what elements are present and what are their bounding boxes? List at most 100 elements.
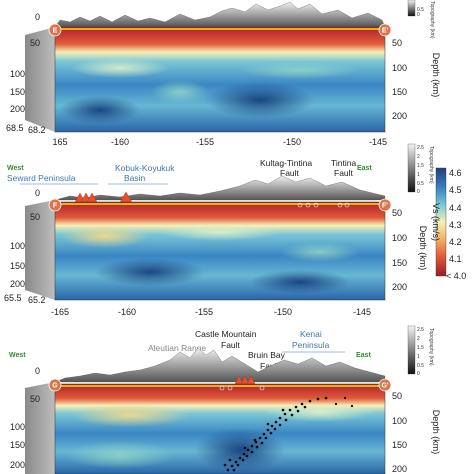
- tintina-fault-label-1: Tintina: [331, 158, 356, 168]
- depth-tick-left: 150: [10, 440, 25, 450]
- vs-tick: 4.3: [449, 220, 462, 230]
- castle-mountain-label-2: Fault: [221, 340, 241, 350]
- topo-tick: 2.5: [417, 145, 424, 151]
- lon-tick: -150: [283, 137, 301, 147]
- lat-tick: 65.5: [4, 293, 22, 303]
- depth-tick-left: 200: [10, 460, 25, 470]
- topo-tick: 0: [417, 12, 420, 18]
- lon-tick: -150: [274, 307, 292, 317]
- tintina-fault-label-2: Fault: [334, 168, 354, 178]
- depth-tick-right: 200: [392, 111, 407, 121]
- station-marker: [259, 385, 265, 391]
- castle-mountain-label-1: Castle Mountain: [195, 329, 257, 339]
- depth-axis-label-e: Depth (km): [431, 53, 441, 98]
- lon-tick: -160: [111, 137, 129, 147]
- lat-tick: 68.2: [28, 125, 46, 135]
- depth-tick-left: 50: [30, 38, 40, 48]
- endpoint-label-g-prime: G': [381, 383, 388, 390]
- topography-colorbar-f: [407, 143, 416, 193]
- panel-g: West East Castle Mountain Fault Aleutian…: [9, 325, 441, 474]
- topo-tick: 0.5: [417, 181, 424, 187]
- topo-tick: 1.5: [417, 163, 424, 169]
- lon-tick: -145: [369, 137, 387, 147]
- depth-tick-left: 100: [10, 241, 25, 251]
- depth-tick-left: 0: [35, 12, 40, 22]
- depth-tick-right: 200: [392, 282, 407, 292]
- topo-tick: 1: [417, 172, 420, 178]
- topo-tick: 0.5: [417, 7, 424, 13]
- vs-tick: 4.4: [449, 203, 462, 213]
- topography-profile-g: [54, 347, 386, 383]
- lon-tick: 165: [52, 137, 67, 147]
- depth-tick-left: 100: [10, 69, 25, 79]
- depth-tick-right: 150: [392, 87, 407, 97]
- kultag-tintina-label-1: Kultag-Tintina: [260, 158, 312, 168]
- lon-tick: -165: [51, 307, 69, 317]
- topo-tick: 2.5: [417, 327, 424, 333]
- bruin-bay-label-1: Bruin Bay: [248, 350, 286, 360]
- topo-tick: 0.5: [417, 363, 424, 369]
- endpoint-marker-f-prime: [378, 198, 392, 212]
- depth-tick-right: 50: [392, 38, 402, 48]
- depth-tick-right: 50: [392, 391, 402, 401]
- topo-tick: 0: [417, 189, 420, 195]
- lon-tick: -145: [353, 307, 371, 317]
- west-label-g: West: [9, 352, 26, 359]
- endpoint-marker-g-prime: [378, 378, 392, 392]
- depth-tick-right: 100: [392, 63, 407, 73]
- depth-tick-left: 150: [10, 87, 25, 97]
- endpoint-label-f: F: [53, 203, 58, 210]
- west-label-f: West: [7, 165, 24, 172]
- earthquake-cluster: [223, 396, 354, 472]
- depth-tick-right: 100: [392, 416, 407, 426]
- kobuk-koyukuk-label-1: Kobuk-Koyukuk: [115, 163, 175, 173]
- depth-tick-left: 200: [10, 279, 25, 289]
- panel-e: E E' 0 50 100 150 200 50 100 150 200 Dep…: [6, 0, 441, 147]
- topography-colorbar-e: [407, 0, 416, 17]
- topo-tick: 1.5: [417, 345, 424, 351]
- station-marker: [227, 385, 233, 391]
- topo-tick: 2: [417, 336, 420, 342]
- depth-tick-left: 200: [10, 104, 25, 114]
- topography-profile-f: [54, 175, 386, 201]
- endpoint-marker-e: [48, 23, 62, 37]
- endpoint-marker-f: [48, 198, 62, 212]
- seward-peninsula-label: Seward Peninsula: [7, 173, 76, 183]
- depth-tick-left: 50: [30, 394, 40, 404]
- vs-tick: 4.5: [449, 185, 462, 195]
- vs-tick: 4.1: [449, 254, 462, 264]
- vs-tick: 4.2: [449, 237, 462, 247]
- station-marker: [219, 385, 225, 391]
- topo-tick: 0: [417, 371, 420, 377]
- station-marker: [313, 202, 319, 208]
- kobuk-koyukuk-label-2: Basin: [124, 173, 146, 183]
- lon-tick: -155: [195, 307, 213, 317]
- kultag-tintina-label-2: Fault: [280, 168, 300, 178]
- lat-tick: 65.2: [28, 295, 46, 305]
- depth-tick-left: 50: [30, 212, 40, 222]
- panel-f: West East Seward Peninsula Kobuk-Koyukuk…: [4, 143, 466, 317]
- station-marker: [337, 202, 343, 208]
- topography-profile-e: [54, 1, 386, 28]
- side-wall-g: [25, 382, 55, 474]
- depth-tick-left: 150: [10, 261, 25, 271]
- endpoint-marker-e-prime: [378, 23, 392, 37]
- side-wall-e: [25, 27, 55, 132]
- vs-colorbar-label: Vs (km/s): [431, 203, 441, 241]
- lat-tick: 68.5: [6, 123, 24, 133]
- vs-tick: < 4.0: [446, 271, 466, 281]
- aleutian-range-label: Aleutian Range: [148, 343, 206, 353]
- endpoint-marker-g: [48, 378, 62, 392]
- topo-tick: 2: [417, 154, 420, 160]
- depth-axis-label-f: Depth (km): [418, 226, 428, 271]
- vs-colorbar: [435, 167, 447, 277]
- side-wall-f: [25, 200, 55, 300]
- topography-colorbar-g: [407, 325, 416, 375]
- east-label-f: East: [357, 165, 372, 172]
- depth-tick-right: 150: [392, 258, 407, 268]
- depth-tick-left: 0: [35, 188, 40, 198]
- depth-tick-right: 100: [392, 233, 407, 243]
- depth-tick-right: 50: [392, 208, 402, 218]
- endpoint-label-e-prime: E': [382, 28, 389, 35]
